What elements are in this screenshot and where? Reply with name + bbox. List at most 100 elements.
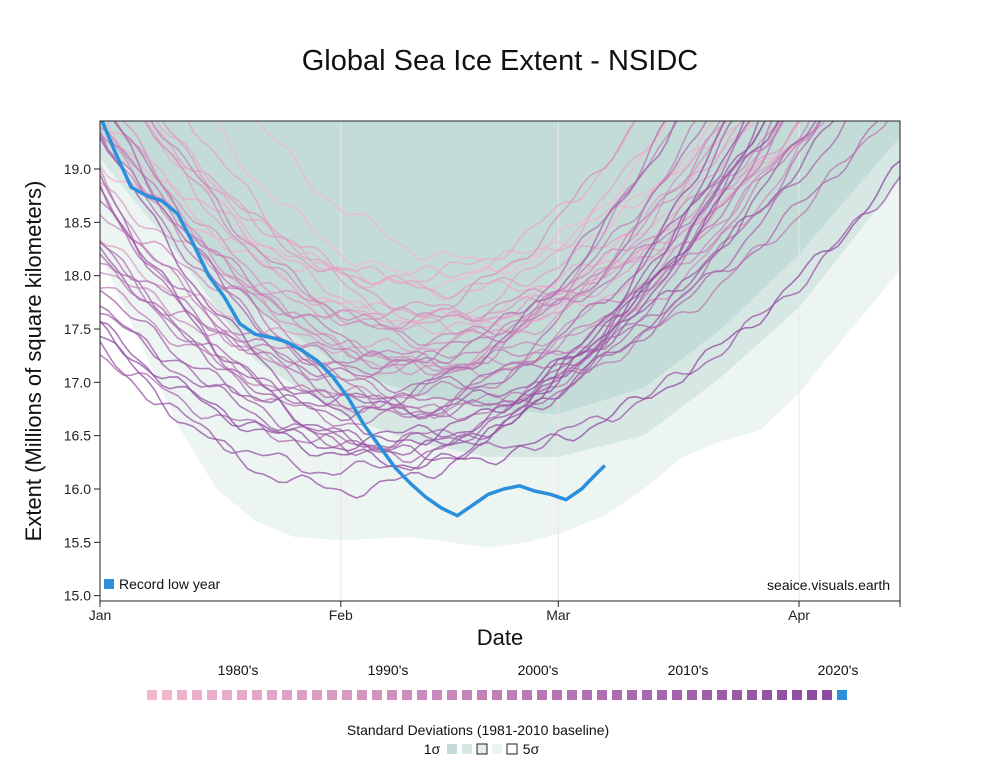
year-swatch: [507, 690, 517, 700]
year-line: [100, 121, 746, 439]
decade-label-2000s: 2000's: [518, 662, 559, 678]
y-axis: 15.0 15.5 16.0 16.5 17.0 17.5 18.0 18.5 19.0: [64, 161, 100, 604]
year-swatch: [147, 690, 157, 700]
year-swatch: [492, 690, 502, 700]
year-line: [100, 176, 900, 462]
sigma-5-swatch: [506, 743, 518, 755]
year-line: [100, 121, 734, 464]
y-tick-label: 17.5: [64, 321, 91, 337]
year-swatch: [762, 690, 772, 700]
std-dev-title: Standard Deviations (1981-2010 baseline): [347, 722, 609, 738]
x-axis: Jan Feb Mar Apr: [89, 601, 901, 623]
year-swatch: [192, 690, 202, 700]
decade-label-2010s: 2010's: [668, 662, 709, 678]
year-swatch: [477, 690, 487, 700]
year-line: [100, 121, 697, 370]
x-axis-title: Date: [477, 625, 523, 650]
year-line: [149, 121, 744, 300]
year-line: [100, 121, 784, 399]
y-tick-label: 18.5: [64, 214, 91, 230]
decade-label-2020s: 2020's: [818, 662, 859, 678]
year-swatch: [807, 690, 817, 700]
year-line: [186, 121, 752, 337]
year-swatch: [417, 690, 427, 700]
year-line: [100, 121, 677, 407]
year-swatch: [837, 690, 847, 700]
record-low-label: Record low year: [119, 576, 220, 592]
year-swatch: [432, 690, 442, 700]
year-line: [100, 121, 835, 422]
year-swatch: [312, 690, 322, 700]
year-swatch: [552, 690, 562, 700]
chart-title: Global Sea Ice Extent - NSIDC: [302, 45, 699, 77]
year-swatch: [207, 690, 217, 700]
x-tick-label: Apr: [788, 607, 810, 623]
year-swatch: [387, 690, 397, 700]
year-swatch: [642, 690, 652, 700]
year-swatch: [357, 690, 367, 700]
year-swatch: [282, 690, 292, 700]
year-line: [215, 121, 670, 290]
year-line: [100, 121, 766, 476]
year-line: [100, 121, 847, 451]
year-line: [100, 121, 821, 370]
decade-label-1990s: 1990's: [368, 662, 409, 678]
record-low-swatch: [104, 579, 114, 589]
year-swatch: [267, 690, 277, 700]
year-line: [161, 121, 782, 322]
year-swatch: [672, 690, 682, 700]
year-line: [100, 121, 780, 452]
year-swatch: [342, 690, 352, 700]
record-low-legend: Record low year: [104, 576, 220, 592]
year-swatch: [297, 690, 307, 700]
x-tick-label: Mar: [546, 607, 570, 623]
year-line: [100, 160, 900, 470]
year-swatch: [162, 690, 172, 700]
year-line: [150, 121, 722, 346]
year-line: [155, 121, 637, 285]
year-line: [100, 121, 879, 394]
year-swatch: [702, 690, 712, 700]
year-lines: [100, 121, 900, 499]
decade-legend: 1980's 1990's 2000's 2010's 2020's: [147, 662, 858, 700]
sigma-3-swatch: [476, 743, 488, 755]
year-line: [121, 121, 636, 326]
x-tick-label: Feb: [329, 607, 353, 623]
year-swatch: [567, 690, 577, 700]
record-low-line: [100, 121, 607, 518]
y-axis-title: Extent (Millions of square kilometers): [21, 181, 46, 542]
year-line: [100, 121, 726, 499]
vertical-gridlines: [340, 121, 800, 601]
year-swatch: [327, 690, 337, 700]
year-swatch: [252, 690, 262, 700]
year-swatch: [537, 690, 547, 700]
year-line: [114, 121, 726, 370]
y-tick-label: 16.5: [64, 428, 91, 444]
y-tick-label: 15.5: [64, 534, 91, 550]
year-swatch: [222, 690, 232, 700]
plot-frame: [99, 120, 901, 602]
year-line: [100, 121, 826, 379]
std-dev-high-label: 5σ: [523, 741, 540, 757]
year-swatch: [522, 690, 532, 700]
year-swatch: [657, 690, 667, 700]
decade-label-1980s: 1980's: [218, 662, 259, 678]
year-line: [113, 121, 767, 419]
year-swatch: [822, 690, 832, 700]
year-line: [144, 121, 665, 331]
year-swatch: [402, 690, 412, 700]
year-swatch: [792, 690, 802, 700]
year-line: [100, 121, 667, 376]
std-dev-low-label: 1σ: [424, 741, 441, 757]
x-tick-label: Jan: [89, 607, 112, 623]
y-tick-label: 16.0: [64, 481, 91, 497]
year-swatch: [582, 690, 592, 700]
y-tick-label: 17.0: [64, 374, 91, 390]
year-line: [100, 121, 746, 286]
year-swatch: [447, 690, 457, 700]
year-line: [100, 121, 817, 449]
std-dev-legend: Standard Deviations (1981-2010 baseline)…: [347, 722, 609, 757]
year-swatch: [177, 690, 187, 700]
year-swatch: [717, 690, 727, 700]
